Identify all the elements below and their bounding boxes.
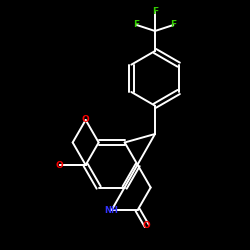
Text: O: O — [143, 222, 151, 230]
Text: F: F — [134, 20, 140, 30]
Text: F: F — [152, 7, 158, 16]
Text: O: O — [56, 160, 64, 170]
Text: F: F — [170, 20, 176, 30]
Text: NH: NH — [105, 206, 118, 214]
Text: O: O — [82, 116, 90, 124]
